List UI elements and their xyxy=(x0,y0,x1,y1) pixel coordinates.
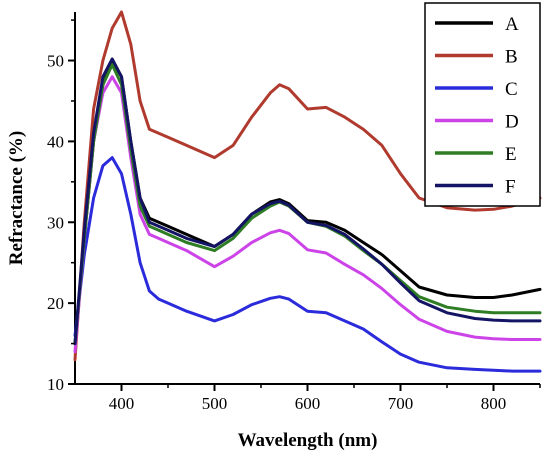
y-tick-label: 10 xyxy=(47,375,64,394)
tick-layer: 400 500 600 700 800 10 20 30 40 50 xyxy=(47,19,541,413)
series-line-e xyxy=(73,63,542,346)
y-axis-title: Refractance (%) xyxy=(6,131,27,266)
x-tick-label: 500 xyxy=(202,394,228,413)
series-line-b xyxy=(73,10,542,362)
series-line-c xyxy=(73,156,542,373)
series-layer xyxy=(73,10,542,373)
y-tick-label: 20 xyxy=(47,294,64,313)
legend-box xyxy=(424,2,541,207)
legend-label: C xyxy=(505,79,518,100)
series-line-d xyxy=(73,75,542,354)
series-line-f xyxy=(73,57,542,346)
y-tick-label: 50 xyxy=(47,52,64,71)
x-tick-label: 600 xyxy=(295,394,321,413)
y-tick-label: 30 xyxy=(47,213,64,232)
legend-label: B xyxy=(505,47,518,68)
legend-label: D xyxy=(505,112,519,133)
x-axis-title: Wavelength (nm) xyxy=(238,430,378,451)
x-tick-label: 400 xyxy=(109,394,135,413)
legend-label: F xyxy=(505,177,516,198)
x-tick-label: 700 xyxy=(388,394,414,413)
y-tick-label: 40 xyxy=(47,132,64,151)
legend-label: A xyxy=(505,14,519,35)
x-tick-label: 800 xyxy=(481,394,507,413)
legend-label: E xyxy=(505,144,517,165)
